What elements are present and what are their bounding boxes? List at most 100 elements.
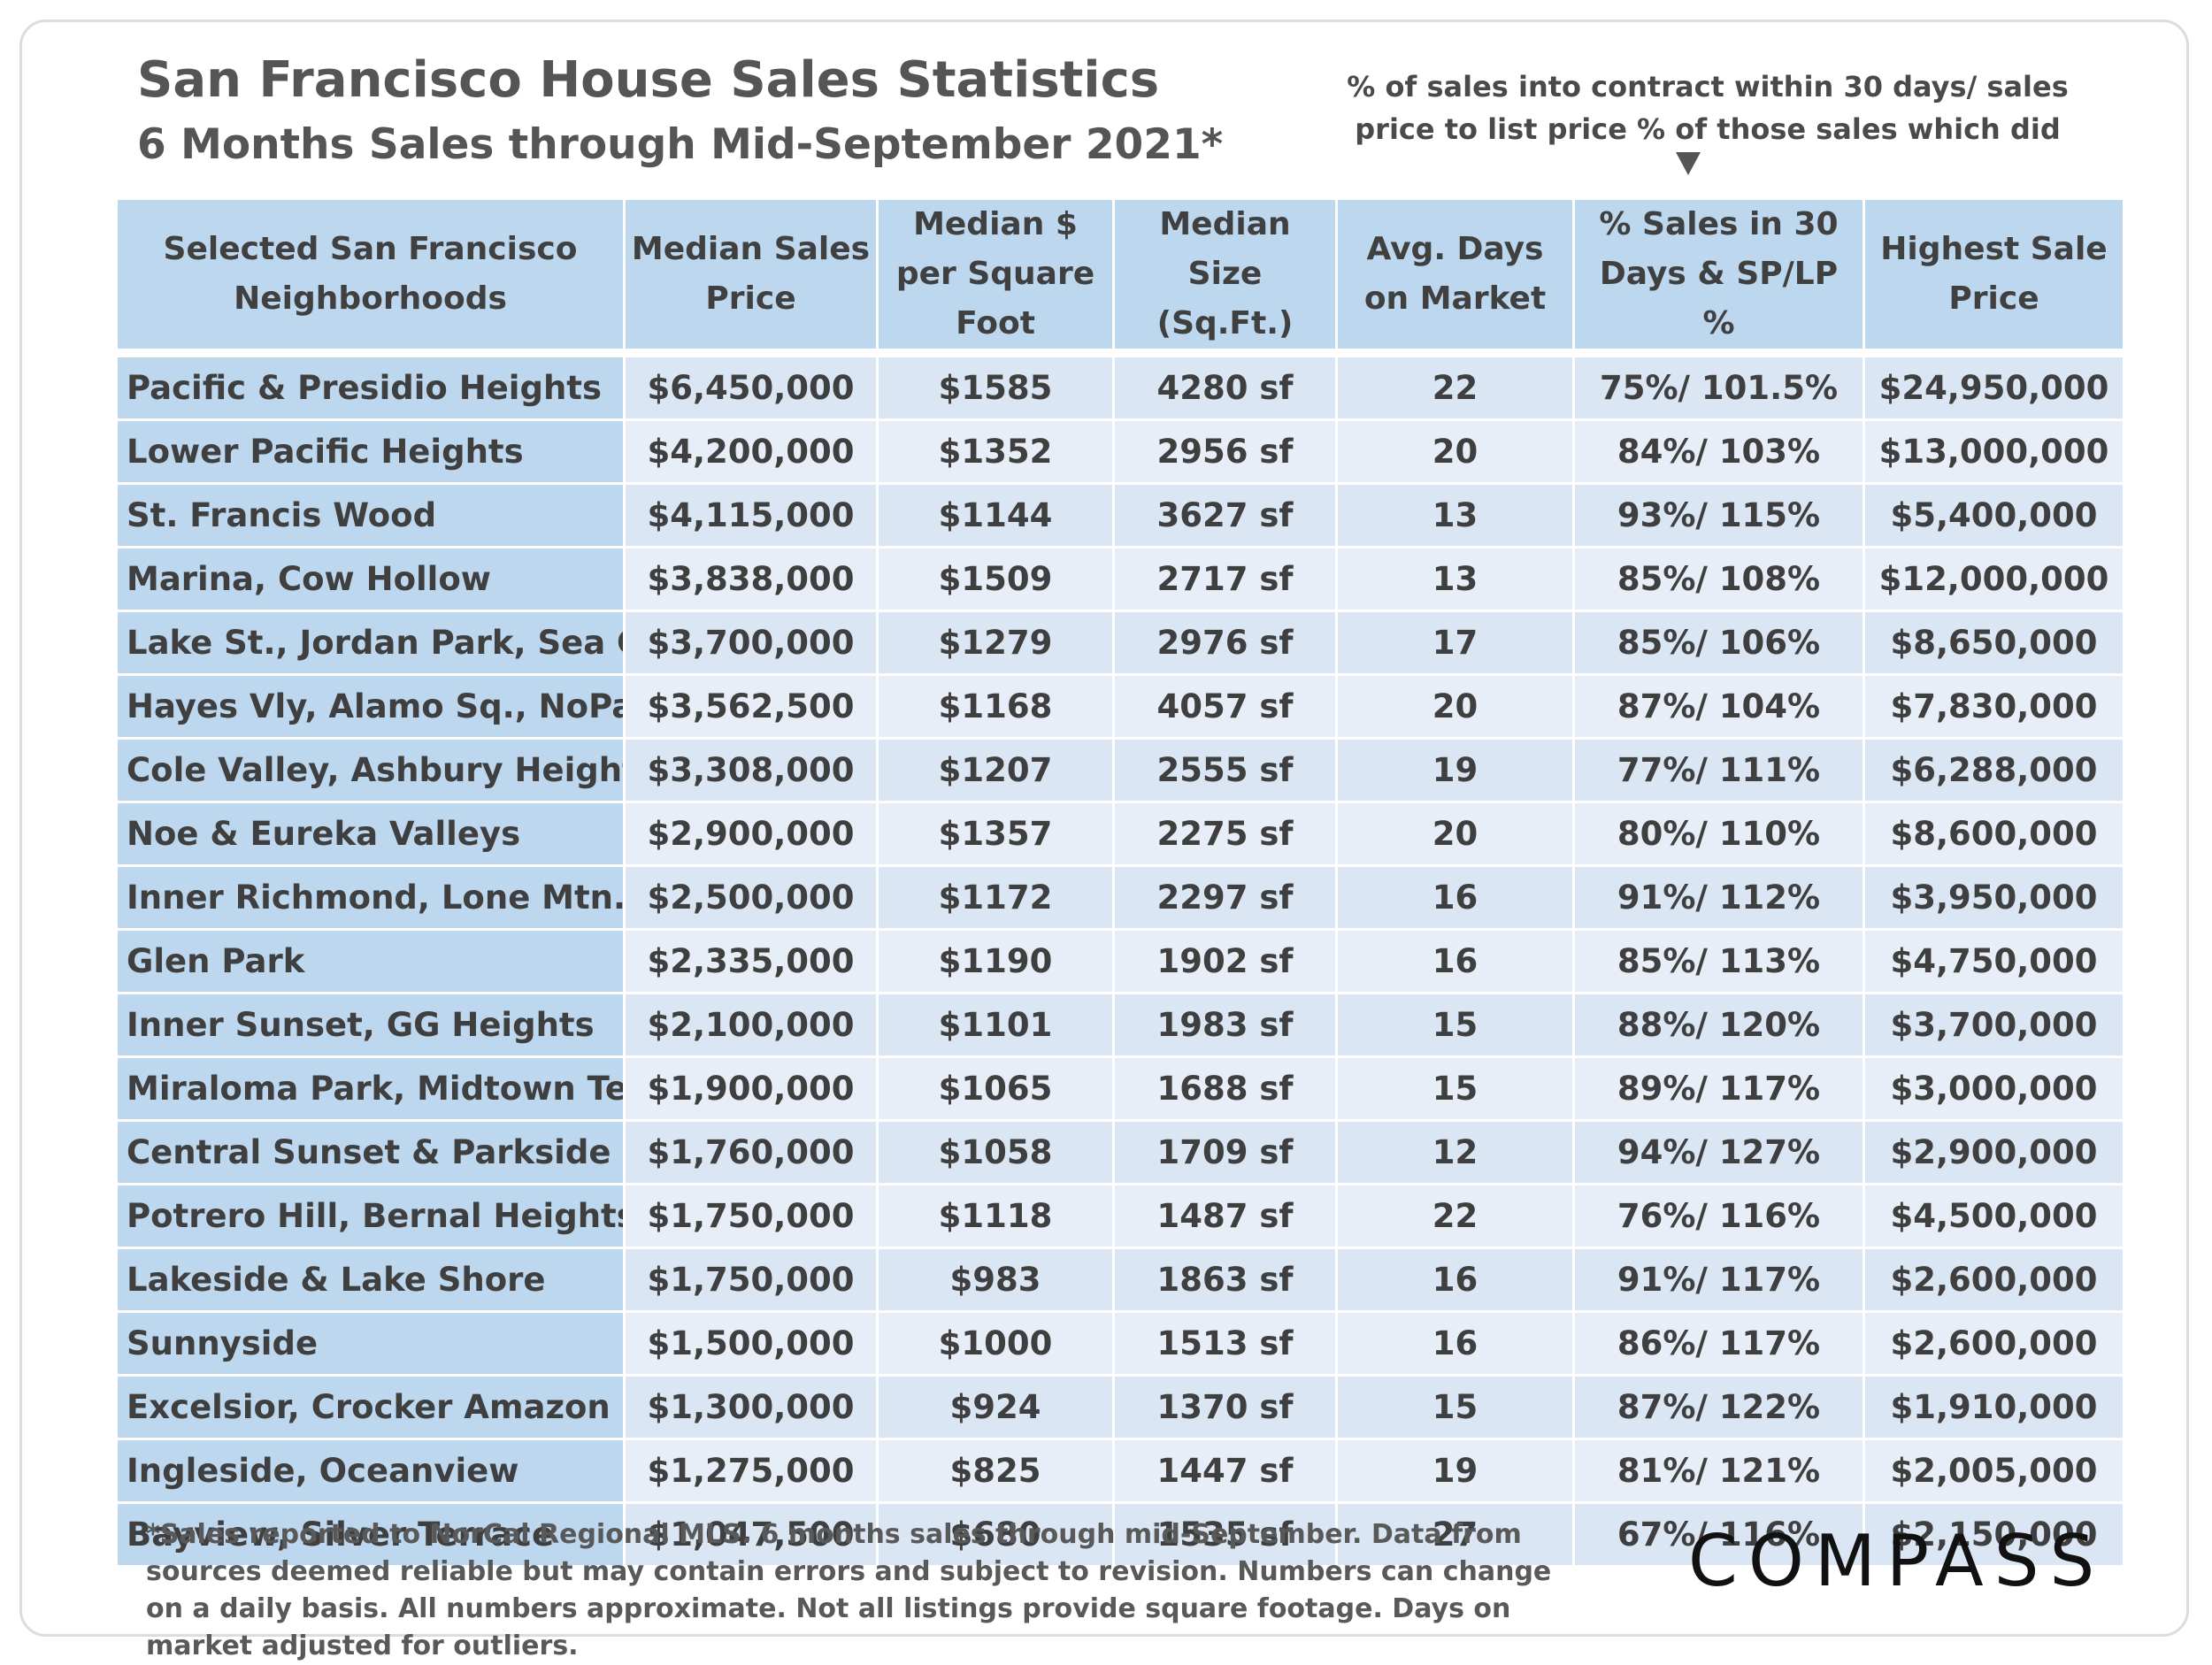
data-cell: $2,600,000	[1865, 1313, 2123, 1377]
data-cell: 22	[1338, 357, 1575, 421]
data-cell: $3,700,000	[626, 612, 879, 676]
data-cell: $5,400,000	[1865, 485, 2123, 549]
data-cell: 12	[1338, 1122, 1575, 1185]
data-cell: 3627 sf	[1115, 485, 1338, 549]
column-note: % of sales into contract within 30 days/…	[1347, 70, 2069, 146]
neighborhood-cell: Ingleside, Oceanview	[118, 1440, 626, 1504]
data-cell: $4,750,000	[1865, 931, 2123, 994]
data-cell: $3,308,000	[626, 740, 879, 803]
data-cell: $2,600,000	[1865, 1249, 2123, 1313]
neighborhood-cell: Glen Park	[118, 931, 626, 994]
data-cell: 86%/ 117%	[1575, 1313, 1865, 1377]
column-header: Median Size (Sq.Ft.)	[1115, 200, 1338, 357]
column-header: Selected San Francisco Neighborhoods	[118, 200, 626, 357]
data-cell: 2297 sf	[1115, 867, 1338, 931]
data-cell: 80%/ 110%	[1575, 803, 1865, 867]
data-cell: $1,047,500	[626, 1504, 879, 1568]
data-cell: 85%/ 113%	[1575, 931, 1865, 994]
data-cell: 20	[1338, 803, 1575, 867]
data-cell: $1000	[879, 1313, 1115, 1377]
data-cell: $2,150,000	[1865, 1504, 2123, 1568]
data-cell: $924	[879, 1377, 1115, 1440]
table-header-row: Selected San Francisco Neighborhoods Medi…	[118, 200, 2123, 357]
down-arrow-icon	[1676, 152, 1701, 175]
data-cell: $1190	[879, 931, 1115, 994]
data-cell: 91%/ 117%	[1575, 1249, 1865, 1313]
data-cell: 4280 sf	[1115, 357, 1338, 421]
table-row: Marina, Cow Hollow $3,838,000 $1509 2717 sf…	[118, 549, 2123, 612]
column-header: Highest Sale Price	[1865, 200, 2123, 357]
neighborhood-cell: Potrero Hill, Bernal Heights	[118, 1185, 626, 1249]
data-cell: $6,450,000	[626, 357, 879, 421]
data-cell: $1,750,000	[626, 1249, 879, 1313]
data-cell: 1487 sf	[1115, 1185, 1338, 1249]
data-cell: 1447 sf	[1115, 1440, 1338, 1504]
data-cell: $2,005,000	[1865, 1440, 2123, 1504]
data-cell: $2,900,000	[1865, 1122, 2123, 1185]
data-cell: $2,500,000	[626, 867, 879, 931]
data-cell: 20	[1338, 421, 1575, 485]
table-row: Miraloma Park, Midtown Ter. $1,900,000 $10…	[118, 1058, 2123, 1122]
data-cell: 16	[1338, 931, 1575, 994]
data-cell: $2,335,000	[626, 931, 879, 994]
neighborhood-cell: Bayview, Silver Terrace	[118, 1504, 626, 1568]
table-row: Noe & Eureka Valleys $2,900,000 $1357 2275 …	[118, 803, 2123, 867]
neighborhood-cell: Inner Richmond, Lone Mtn.	[118, 867, 626, 931]
data-cell: 1709 sf	[1115, 1122, 1338, 1185]
data-cell: $24,950,000	[1865, 357, 2123, 421]
sales-table: Selected San Francisco Neighborhoods Medi…	[118, 200, 2123, 1568]
data-cell: 1513 sf	[1115, 1313, 1338, 1377]
table-row: Hayes Vly, Alamo Sq., NoPa $3,562,500 $116…	[118, 676, 2123, 740]
data-cell: $1352	[879, 421, 1115, 485]
data-cell: 1688 sf	[1115, 1058, 1338, 1122]
neighborhood-cell: Pacific & Presidio Heights	[118, 357, 626, 421]
data-cell: 22	[1338, 1185, 1575, 1249]
data-cell: $1357	[879, 803, 1115, 867]
data-cell: $12,000,000	[1865, 549, 2123, 612]
neighborhood-cell: Lakeside & Lake Shore	[118, 1249, 626, 1313]
data-cell: $983	[879, 1249, 1115, 1313]
data-cell: $4,115,000	[626, 485, 879, 549]
data-cell: 15	[1338, 1058, 1575, 1122]
data-cell: 2275 sf	[1115, 803, 1338, 867]
data-cell: 85%/ 108%	[1575, 549, 1865, 612]
neighborhood-cell: Noe & Eureka Valleys	[118, 803, 626, 867]
data-cell: 16	[1338, 867, 1575, 931]
data-cell: 19	[1338, 740, 1575, 803]
data-cell: $2,900,000	[626, 803, 879, 867]
data-cell: $1585	[879, 357, 1115, 421]
data-cell: 84%/ 103%	[1575, 421, 1865, 485]
data-cell: $680	[879, 1504, 1115, 1568]
data-cell: $1,500,000	[626, 1313, 879, 1377]
data-cell: 13	[1338, 485, 1575, 549]
data-cell: $1168	[879, 676, 1115, 740]
data-cell: 93%/ 115%	[1575, 485, 1865, 549]
data-cell: 81%/ 121%	[1575, 1440, 1865, 1504]
neighborhood-cell: Central Sunset & Parkside	[118, 1122, 626, 1185]
data-cell: $8,600,000	[1865, 803, 2123, 867]
data-cell: $1,910,000	[1865, 1377, 2123, 1440]
data-cell: $1509	[879, 549, 1115, 612]
data-cell: 85%/ 106%	[1575, 612, 1865, 676]
data-cell: $1144	[879, 485, 1115, 549]
table-row: Glen Park $2,335,000 $1190 1902 sf 16 85%/ 11…	[118, 931, 2123, 994]
page-title: San Francisco House Sales Statistics	[137, 51, 1160, 109]
data-cell: 15	[1338, 1377, 1575, 1440]
data-cell: $4,500,000	[1865, 1185, 2123, 1249]
data-cell: 91%/ 112%	[1575, 867, 1865, 931]
data-cell: 75%/ 101.5%	[1575, 357, 1865, 421]
data-cell: 2717 sf	[1115, 549, 1338, 612]
data-cell: 1902 sf	[1115, 931, 1338, 994]
data-cell: 13	[1338, 549, 1575, 612]
data-cell: 15	[1338, 994, 1575, 1058]
column-header: % Sales in 30 Days & SP/LP %	[1575, 200, 1865, 357]
data-cell: $3,000,000	[1865, 1058, 2123, 1122]
data-cell: 1863 sf	[1115, 1249, 1338, 1313]
data-cell: $825	[879, 1440, 1115, 1504]
neighborhood-cell: St. Francis Wood	[118, 485, 626, 549]
table-row: Cole Valley, Ashbury Heights $3,308,000 $1…	[118, 740, 2123, 803]
data-cell: 27	[1338, 1504, 1575, 1568]
data-cell: 2956 sf	[1115, 421, 1338, 485]
data-cell: $1,300,000	[626, 1377, 879, 1440]
table-row: Lakeside & Lake Shore $1,750,000 $983 1863 …	[118, 1249, 2123, 1313]
